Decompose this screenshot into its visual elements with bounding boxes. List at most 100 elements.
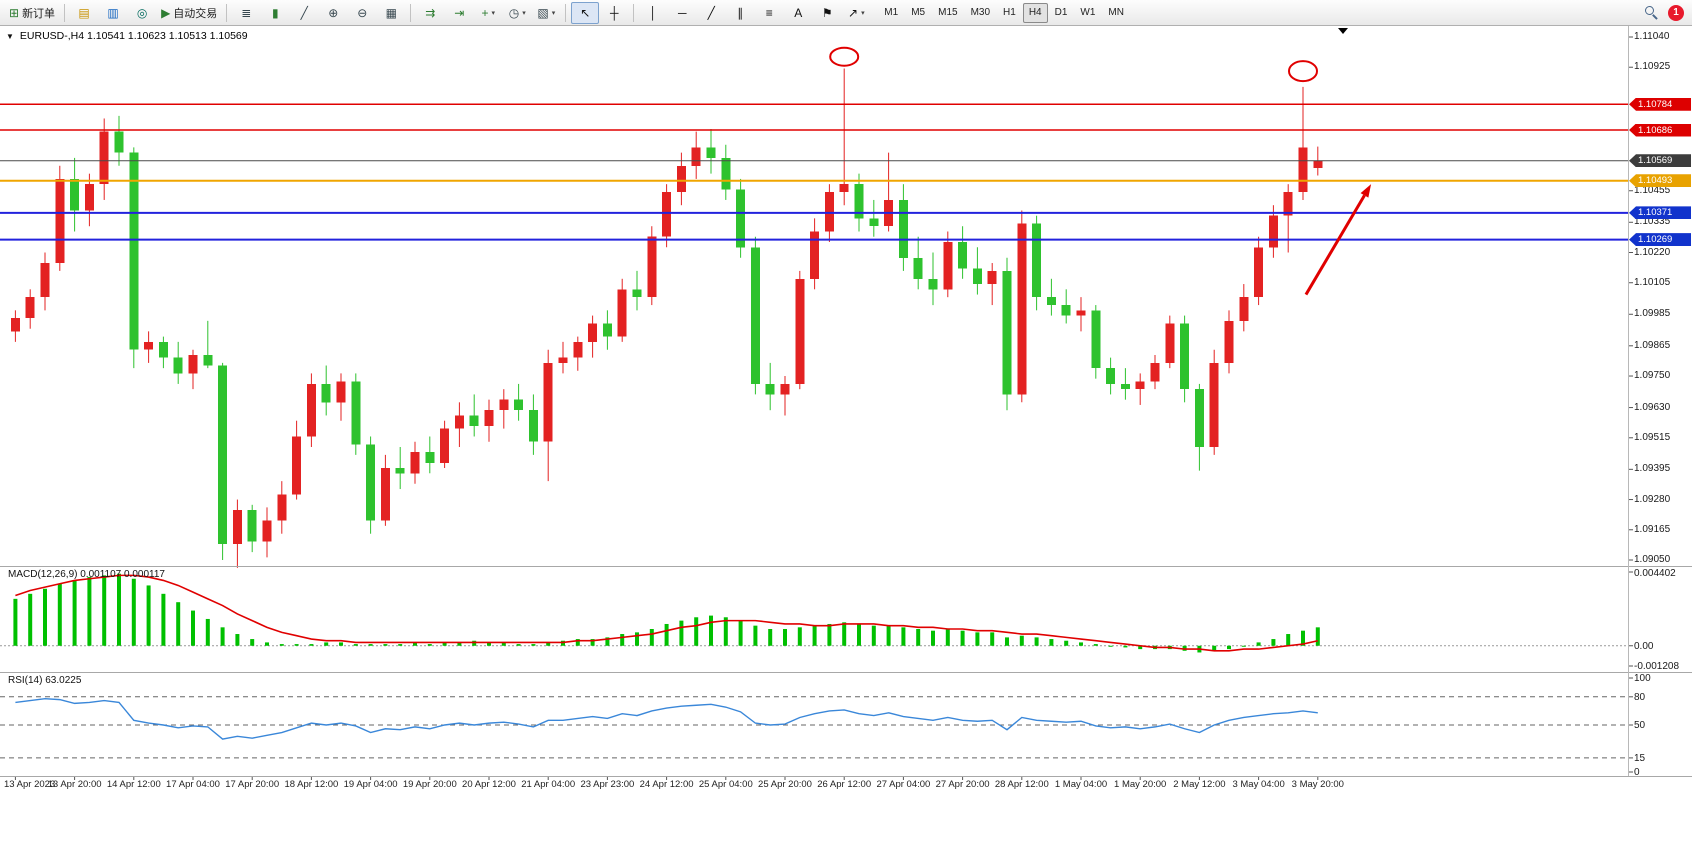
navigator-button[interactable]: ◎ [128, 2, 156, 24]
candle-body [55, 178, 65, 264]
macd-histogram-bar [250, 639, 255, 646]
candle-body [765, 383, 775, 395]
macd-histogram-bar [901, 627, 906, 646]
macd-histogram-bar [43, 588, 47, 646]
candle-body [676, 165, 686, 193]
candle-body [898, 199, 908, 258]
market-watch-button[interactable]: ▤ [70, 2, 98, 24]
macd-histogram-bar [871, 625, 876, 646]
macd-histogram-bar [635, 632, 639, 646]
toolbar-separator [565, 3, 567, 22]
tile-windows-button[interactable]: ▦ [377, 2, 405, 24]
panel-splitter-rsi[interactable] [0, 672, 1692, 673]
macd-histogram-bar [1108, 645, 1113, 647]
highlight-circle-annotation[interactable] [829, 46, 860, 67]
vertical-line-button[interactable]: │ [639, 2, 667, 24]
candle-body [780, 383, 790, 395]
macd-histogram-bar [990, 632, 995, 646]
candle-body [1002, 270, 1012, 395]
timeframe-w1-button[interactable]: W1 [1080, 7, 1096, 18]
macd-histogram-bar [117, 573, 121, 646]
chart-shift-marker[interactable] [1338, 28, 1348, 34]
timeframe-d1-button[interactable]: D1 [1054, 7, 1068, 18]
macd-histogram-bar [72, 580, 77, 646]
macd-histogram-bar [1005, 637, 1009, 646]
candle-body [972, 268, 982, 285]
periods-button[interactable]: ◷ ▾ [503, 2, 531, 24]
candle-body [188, 355, 198, 374]
new-order-button[interactable]: ⊞ 新订单 [5, 2, 59, 24]
toolbar-right-group: 1 [1645, 4, 1687, 21]
candle-body [1061, 305, 1071, 316]
candle-body [1046, 297, 1056, 306]
data-window-button[interactable]: ▥ [99, 2, 127, 24]
chart-bars-button[interactable]: ≣ [232, 2, 260, 24]
timeframe-m15-button[interactable]: M15 [938, 7, 958, 18]
text-button[interactable]: A [784, 2, 812, 24]
trendline-button[interactable]: ╱ [697, 2, 725, 24]
macd-histogram-bar [383, 644, 388, 646]
macd-histogram-bar [531, 644, 536, 646]
macd-histogram-bar [664, 623, 669, 646]
indicators-button[interactable]: + ▾ [474, 2, 502, 24]
candle-body [351, 381, 361, 445]
timeframe-h4-button[interactable]: H4 [1022, 2, 1048, 23]
toolbar-separator [226, 3, 228, 22]
trend-arrow-annotation[interactable] [1304, 194, 1366, 296]
candle-body [440, 428, 450, 463]
candle-body [262, 520, 272, 542]
candle-body [321, 383, 331, 403]
macd-histogram-bar [487, 642, 491, 646]
zoom-out-button[interactable]: ⊖ [348, 2, 376, 24]
timeframe-m5-button[interactable]: M5 [911, 7, 926, 18]
chart-shift-button[interactable]: ⇥ [445, 2, 473, 24]
macd-histogram-bar [797, 627, 802, 646]
equidistant-channel-icon: ∥ [737, 5, 744, 20]
timeframe-mn-button[interactable]: MN [1108, 7, 1124, 18]
search-icon-handle [1652, 14, 1658, 20]
candle-body [144, 341, 154, 350]
auto-scroll-button[interactable]: ⇉ [416, 2, 444, 24]
highlight-circle-annotation[interactable] [1288, 60, 1318, 83]
collapse-chart-icon[interactable]: ▼ [6, 31, 14, 41]
notification-badge[interactable]: 1 [1668, 4, 1684, 21]
chart-title: ▼ EURUSD-,H4 1.10541 1.10623 1.10513 1.1… [6, 30, 248, 42]
crosshair-button[interactable]: ┼ [600, 2, 628, 24]
search-icon[interactable] [1645, 6, 1658, 20]
candle-body [1180, 323, 1190, 390]
toolbar-separator [64, 3, 66, 22]
chart-line-button[interactable]: ╱ [290, 2, 318, 24]
candle-body [1165, 323, 1175, 363]
candle-body [1135, 381, 1145, 390]
macd-histogram-bar [339, 642, 343, 646]
candle-body [70, 178, 80, 211]
horizontal-line-button[interactable]: ─ [668, 2, 696, 24]
auto-trading-button[interactable]: ▶ 自动交易 [157, 2, 221, 24]
templates-button[interactable]: ▧ ▾ [532, 2, 560, 24]
candle-body [514, 399, 524, 411]
macd-histogram-bar [235, 634, 240, 646]
zoom-in-button[interactable]: ⊕ [319, 2, 347, 24]
timeframe-h1-button[interactable]: H1 [1003, 7, 1016, 18]
macd-histogram-bar [413, 642, 417, 646]
fibonacci-button[interactable]: ≡ [755, 2, 783, 24]
candle-body [454, 415, 464, 429]
channel-button[interactable]: ∥ [726, 2, 754, 24]
candle-body [1254, 247, 1264, 298]
data-window-icon: ▥ [107, 5, 119, 20]
timeframe-m30-button[interactable]: M30 [970, 7, 991, 18]
crosshair-icon: ┼ [610, 5, 619, 20]
candle-body [854, 184, 864, 219]
macd-histogram-bar [131, 578, 136, 646]
candle-body [691, 147, 701, 166]
main-toolbar: ⊞ 新订单 ▤ ▥ ◎ ▶ 自动交易 ≣ ▮ ╱ ⊕ ⊖ ▦ ⇉ ⇥ + ▾ ◷ ▾ ▧ ▾ ↖ ┼ │ ─ ╱ ∥ ≡ A ⚑ ↗ ▾ M1… [0, 0, 1692, 26]
panel-splitter-macd[interactable] [0, 566, 1692, 567]
cursor-button[interactable]: ↖ [571, 1, 600, 24]
arrows-button[interactable]: ↗ ▾ [842, 2, 870, 24]
timeframe-m1-button[interactable]: M1 [884, 7, 899, 18]
label-button[interactable]: ⚑ [813, 2, 841, 24]
market-watch-icon: ▤ [78, 5, 90, 20]
candlestick-chart-icon: ▮ [271, 5, 279, 20]
chart-candles-button[interactable]: ▮ [261, 2, 289, 24]
